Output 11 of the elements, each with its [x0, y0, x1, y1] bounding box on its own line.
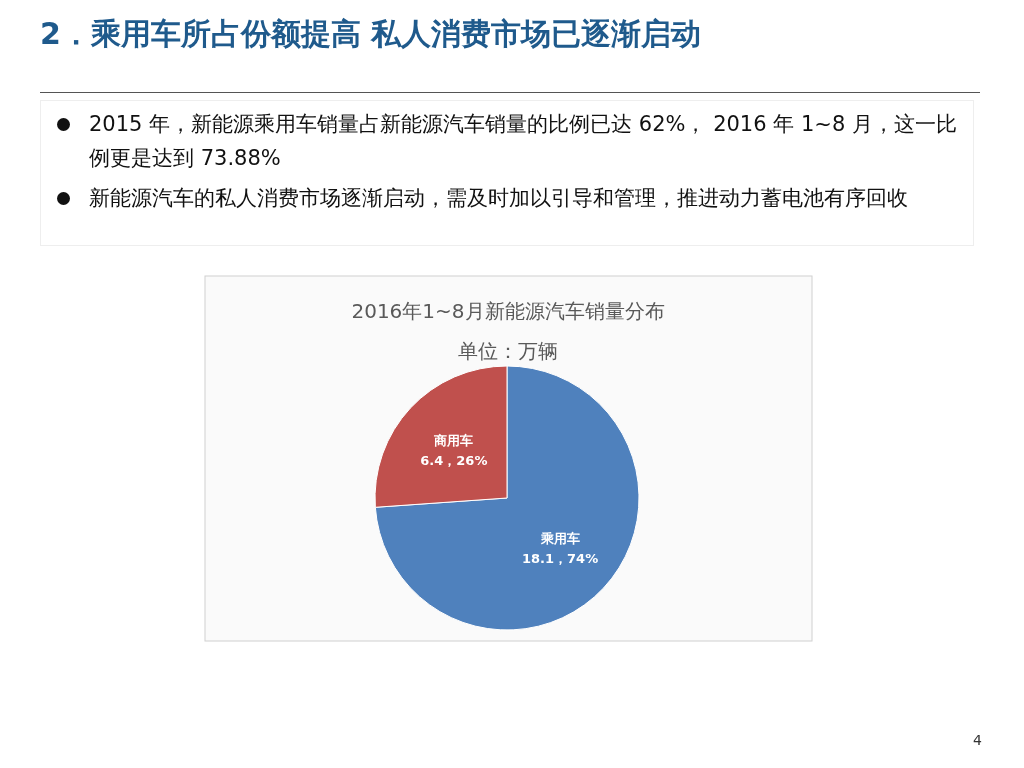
data-label: 6.4，26%	[420, 452, 488, 468]
data-label: 18.1，74%	[522, 551, 599, 567]
chart-subtitle: 单位：万辆	[458, 339, 558, 363]
chart-title: 2016年1~8月新能源汽车销量分布	[351, 299, 665, 323]
text: 2．乘用车所占份额提高 私人消费市场已逐渐启动	[40, 15, 703, 53]
text: 新能源汽车的私人消费市场逐渐启动，需及时加以引导和管理，推进动力蓄电池有序回收	[88, 185, 909, 212]
pie-slice	[374, 365, 640, 631]
slice-label: 商用车	[433, 432, 474, 448]
text: 2015 年，新能源乘用车销量占新能源汽车销量的比例已达 62%， 2016 年 1~8 月，这一比例更是达到 73.88%	[88, 111, 958, 172]
slice-label: 乘用车	[539, 531, 580, 547]
text: 4	[973, 732, 982, 748]
